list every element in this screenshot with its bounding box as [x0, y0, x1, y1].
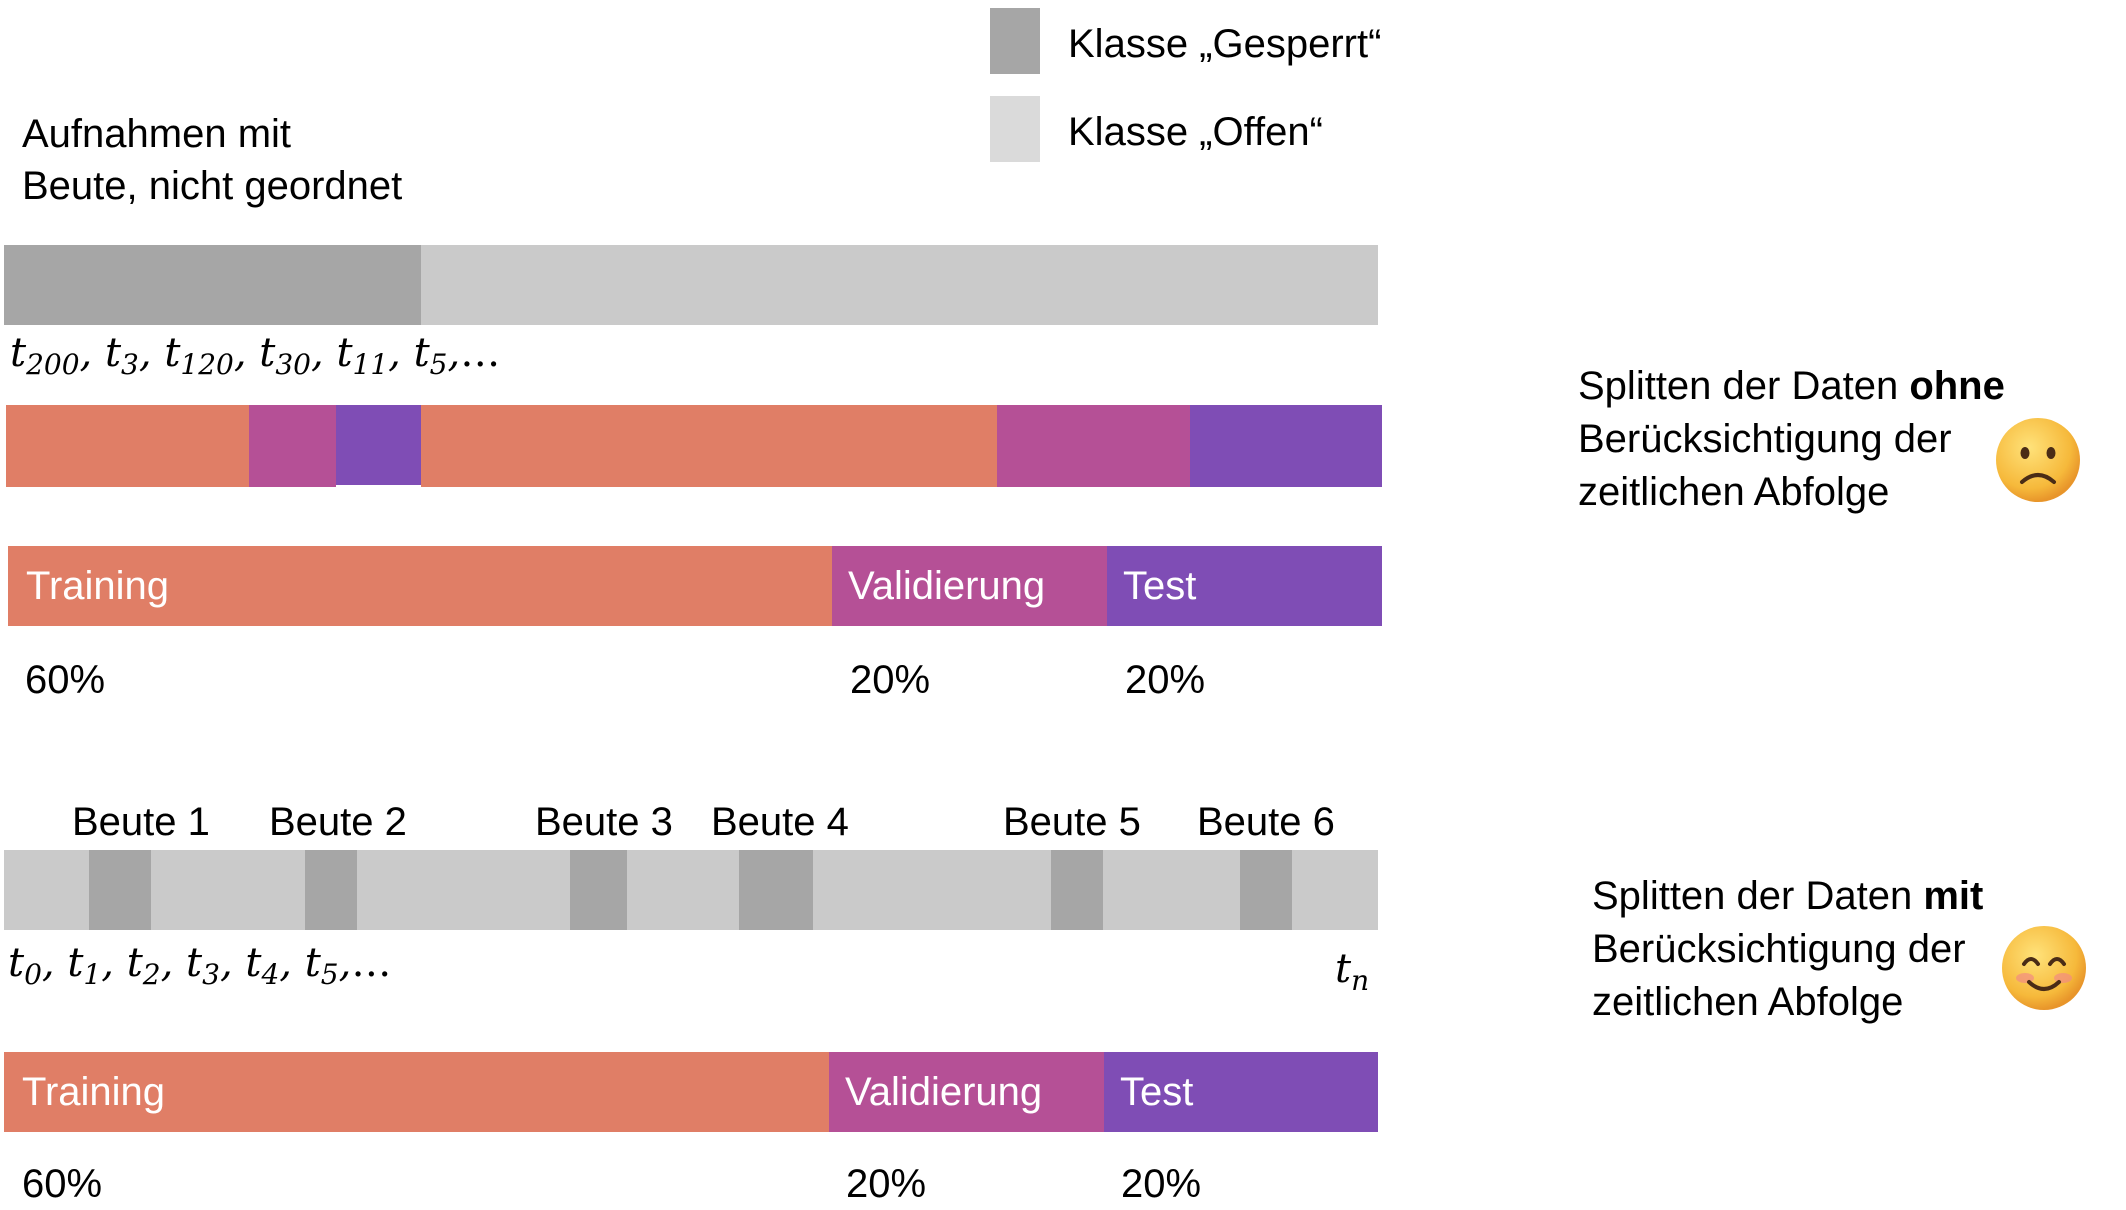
time-end-label: tn [1335, 946, 1370, 997]
top-heading-line1: Aufnahmen mit [22, 112, 292, 156]
beute-label: Beute 3 [535, 800, 673, 844]
legend-swatch-gesperrt [990, 8, 1040, 74]
time-label: t200 [10, 330, 80, 381]
test-segment: Test [1107, 546, 1382, 626]
shuffled-training-segment [6, 405, 249, 487]
bottom-note-line2: Berücksichtigung der [1592, 927, 1966, 971]
training-percentage: 60% [22, 1162, 103, 1206]
test-label: Test [1123, 564, 1197, 608]
beute-label: Beute 5 [1003, 800, 1141, 844]
bottom-split-bar: Training Validierung Test [4, 1052, 1378, 1132]
validierung-segment: Validierung [829, 1052, 1104, 1132]
top-note-line3: zeitlichen Abfolge [1578, 470, 1890, 514]
time-ellipsis: … [460, 330, 501, 376]
legend-label-offen: Klasse „Offen“ [1068, 110, 1323, 154]
beute-label: Beute 4 [711, 800, 849, 844]
time-label: t30 [259, 330, 311, 381]
time-label: t4 [245, 940, 280, 991]
time-label: t3 [186, 940, 220, 991]
shuffled-validierung-segment [249, 405, 336, 487]
legend-label-gesperrt: Klasse „Gesperrt“ [1068, 22, 1382, 66]
test-label: Test [1120, 1070, 1194, 1114]
validierung-percentage: 20% [850, 658, 931, 702]
test-percentage: 20% [1125, 658, 1206, 702]
top-note-emphasis: ohne [1909, 364, 2005, 408]
time-ellipsis: … [351, 940, 392, 986]
validierung-segment: Validierung [832, 546, 1107, 626]
beute-6-segment [1240, 850, 1292, 930]
time-label: t11 [336, 330, 389, 381]
bottom-note-line3: zeitlichen Abfolge [1592, 980, 1904, 1024]
training-label: Training [22, 1070, 166, 1114]
bottom-time-sequence: t0, t1, t2, t3, t4, t5,… [8, 940, 392, 991]
training-segment: Training [4, 1052, 829, 1132]
time-label: t5 [413, 330, 448, 381]
time-label: t0 [8, 940, 42, 991]
training-segment: Training [8, 546, 832, 626]
shuffled-test-segment [1190, 405, 1382, 487]
test-segment: Test [1104, 1052, 1378, 1132]
test-percentage: 20% [1121, 1162, 1202, 1206]
gesperrt-segment [4, 245, 421, 325]
time-label: t5 [304, 940, 339, 991]
beute-3-segment [570, 850, 627, 930]
validierung-label: Validierung [845, 1070, 1043, 1114]
beute-label: Beute 2 [269, 800, 407, 844]
shuffled-test-segment [336, 405, 421, 485]
shuffled-training-segment [421, 405, 997, 487]
validierung-percentage: 20% [846, 1162, 927, 1206]
beute-label: Beute 6 [1197, 800, 1335, 844]
top-split-bar: Training Validierung Test [8, 546, 1382, 626]
smiling-face-icon [2002, 926, 2086, 1010]
time-label: t1 [67, 940, 102, 991]
beute-label: Beute 1 [72, 800, 210, 844]
top-class-bar [4, 245, 1378, 325]
beute-5-segment [1051, 850, 1103, 930]
time-label: t2 [126, 940, 161, 991]
beute-1-segment [89, 850, 151, 930]
training-label: Training [26, 564, 170, 608]
frowning-face-icon [1996, 418, 2080, 502]
top-note-line2: Berücksichtigung der [1578, 417, 1952, 461]
time-label: t3 [104, 330, 139, 381]
top-note-line1: Splitten der Daten ohne [1578, 364, 2005, 408]
legend-swatch-offen [990, 96, 1040, 162]
beute-2-segment [305, 850, 357, 930]
bottom-note-emphasis: mit [1923, 874, 1984, 918]
shuffled-validierung-segment [997, 405, 1190, 487]
bottom-note-line1: Splitten der Daten mit [1592, 874, 1984, 918]
validierung-label: Validierung [848, 564, 1046, 608]
training-percentage: 60% [25, 658, 106, 702]
time-label: t120 [164, 330, 234, 381]
top-time-sequence: t200, t3, t120, t30, t11, t5,… [10, 330, 501, 381]
bottom-class-bar [4, 850, 1378, 930]
beute-4-segment [739, 850, 813, 930]
top-heading-line2: Beute, nicht geordnet [22, 164, 403, 208]
top-shuffled-split-bar [6, 405, 1382, 487]
